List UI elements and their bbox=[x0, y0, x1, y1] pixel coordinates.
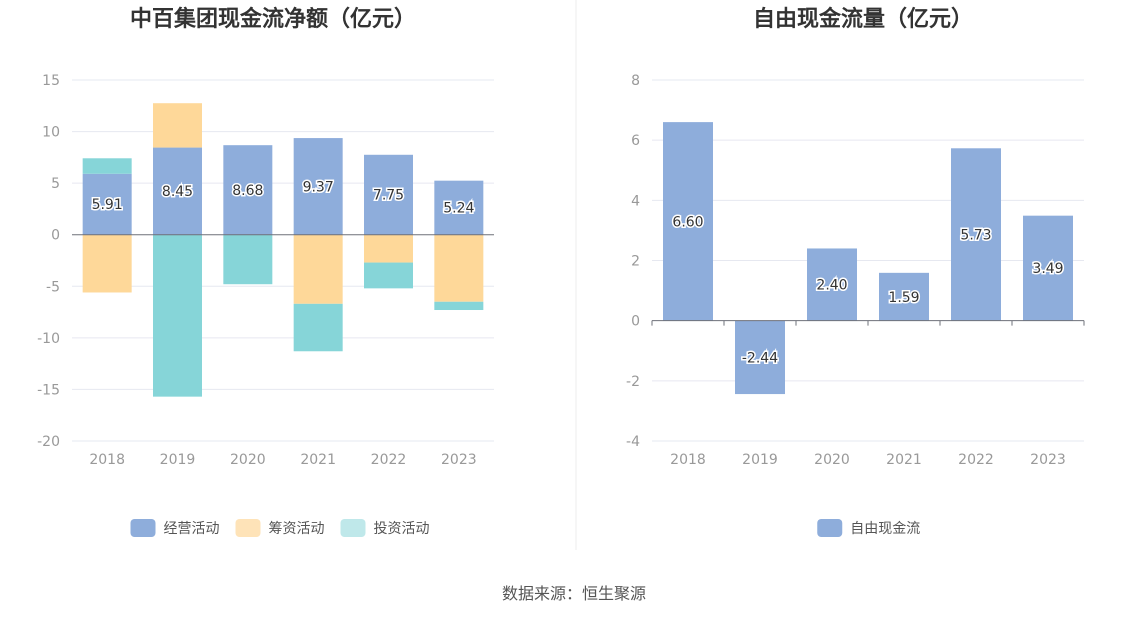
right-chart-data-label: -2.44 bbox=[742, 350, 778, 366]
left-chart-x-tick-label: 2023 bbox=[441, 452, 477, 468]
left-chart-bar-2-2021 bbox=[293, 234, 343, 304]
left-chart-legend-swatch bbox=[130, 519, 156, 537]
left-chart-y-tick-label: 5 bbox=[51, 176, 60, 192]
right-chart-bar-1-2018 bbox=[663, 122, 713, 321]
left-chart-x-tick-label: 2022 bbox=[371, 452, 407, 468]
right-chart-y-tick-label: 4 bbox=[631, 193, 640, 209]
right-chart-data-label: 1.59 bbox=[888, 290, 919, 306]
left-chart-bar-2-2023 bbox=[434, 234, 484, 302]
left-chart-legend-swatch bbox=[235, 519, 261, 537]
right-chart-data-label: 2.40 bbox=[816, 278, 847, 294]
left-chart-y-tick-label: -10 bbox=[37, 331, 60, 347]
right-chart-x-tick-label: 2018 bbox=[670, 452, 706, 468]
right-chart-bar-1-2021 bbox=[879, 272, 929, 321]
left-chart-data-label: 8.68 bbox=[232, 183, 263, 199]
right-chart-x-tick-label: 2020 bbox=[814, 452, 850, 468]
left-chart-bar-1-2018 bbox=[82, 173, 132, 235]
right-chart-y-tick-label: 8 bbox=[631, 73, 640, 89]
right-chart-data-label: 3.49 bbox=[1032, 261, 1063, 277]
left-chart-title: 中百集团现金流净额（亿元） bbox=[130, 6, 416, 32]
right-chart-y-tick-label: -2 bbox=[626, 374, 640, 390]
left-chart-y-tick-label: -5 bbox=[46, 279, 60, 295]
left-chart-y-tick-label: -15 bbox=[37, 382, 60, 398]
left-chart-bar-2-2019 bbox=[153, 103, 202, 148]
left-chart-bar-3-2018 bbox=[82, 158, 132, 174]
right-chart-x-tick-label: 2022 bbox=[958, 452, 994, 468]
left-chart-x-tick-label: 2020 bbox=[230, 452, 266, 468]
left-chart-bar-2-2022 bbox=[364, 234, 413, 263]
left-chart-bar-3-2022 bbox=[364, 262, 413, 289]
right-chart-bar-1-2022 bbox=[951, 148, 1001, 321]
right-chart-legend-label: 自由现金流 bbox=[850, 521, 920, 537]
left-chart-bar-1-2020 bbox=[223, 145, 273, 235]
right-chart-x-tick-label: 2021 bbox=[886, 452, 922, 468]
left-chart-data-label: 7.75 bbox=[373, 188, 404, 204]
left-chart-data-label: 9.37 bbox=[303, 179, 334, 195]
right-chart-plot: 8 6 4 2 0 -2 -4 6.60 -2.44 2.40 1.59 5.73 3.49 2018 20… bbox=[626, 73, 1085, 537]
left-chart-y-tick-label: -20 bbox=[37, 434, 60, 450]
left-chart-data-label: 5.24 bbox=[443, 201, 474, 217]
right-chart-x-tick-label: 2019 bbox=[742, 452, 778, 468]
left-chart-y-tick-label: 0 bbox=[51, 228, 60, 244]
left-chart-legend-label: 投资活动 bbox=[374, 521, 430, 537]
left-chart-bar-3-2023 bbox=[434, 301, 484, 311]
left-chart-legend-label: 筹资活动 bbox=[269, 520, 325, 537]
left-chart-bar-1-2019 bbox=[153, 147, 202, 235]
right-chart-bar-1-2019 bbox=[735, 320, 785, 395]
right-chart-x-tick-label: 2023 bbox=[1030, 452, 1066, 468]
left-chart-x-tick-label: 2019 bbox=[160, 452, 196, 468]
left-chart-bar-1-2022 bbox=[364, 154, 413, 235]
left-chart-x-tick-label: 2018 bbox=[89, 452, 125, 468]
left-chart-bar-1-2023 bbox=[434, 180, 484, 235]
right-chart-legend-swatch bbox=[817, 519, 843, 537]
left-chart-bar-3-2020 bbox=[223, 234, 273, 285]
left-chart-bar-3-2021 bbox=[293, 303, 343, 352]
right-chart-data-label: 5.73 bbox=[960, 227, 991, 243]
left-chart-x-tick-label: 2021 bbox=[300, 452, 336, 468]
left-chart-plot: 15 10 5 0 -5 -10 -15 -20 5.91 8.45 8.68 9.37 7.75 5.2… bbox=[37, 73, 494, 537]
left-chart-data-label: 8.45 bbox=[162, 184, 193, 200]
left-chart-legend-label: 经营活动 bbox=[164, 521, 220, 537]
left-chart-legend-swatch bbox=[340, 519, 366, 537]
right-chart-y-tick-label: -4 bbox=[626, 434, 640, 450]
left-chart-bar-1-2021 bbox=[293, 138, 343, 235]
right-chart-bar-1-2023 bbox=[1023, 215, 1073, 321]
left-chart-y-tick-label: 15 bbox=[42, 73, 60, 89]
left-chart-data-label: 5.91 bbox=[92, 197, 123, 213]
right-chart-y-tick-label: 2 bbox=[631, 254, 640, 270]
left-chart-bar-2-2018 bbox=[82, 234, 132, 293]
left-chart-y-tick-label: 10 bbox=[42, 125, 60, 141]
right-chart-bar-1-2020 bbox=[807, 248, 857, 321]
right-chart-y-tick-label: 0 bbox=[631, 314, 640, 330]
data-source-note: 数据来源：恒生聚源 bbox=[501, 584, 646, 603]
right-chart-y-tick-label: 6 bbox=[631, 133, 640, 149]
right-chart-title: 自由现金流量（亿元） bbox=[753, 6, 973, 32]
left-chart-bar-3-2019 bbox=[153, 234, 202, 397]
right-chart-data-label: 6.60 bbox=[672, 214, 703, 230]
